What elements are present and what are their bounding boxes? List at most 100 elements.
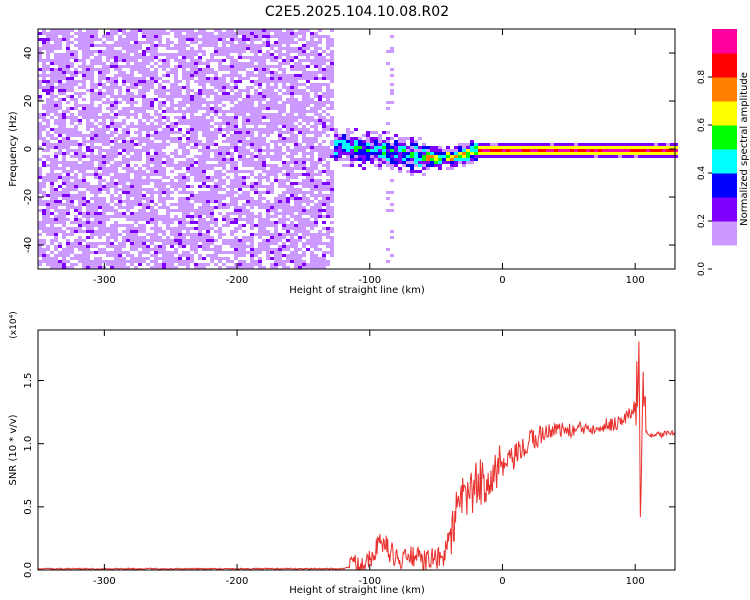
spectrogram-cell <box>38 59 42 62</box>
spectrogram-cell <box>58 146 62 149</box>
spectrogram-cell <box>462 158 466 161</box>
spectrogram-cell <box>186 95 190 98</box>
spectrogram-cell <box>310 128 314 131</box>
spectrogram-cell <box>238 38 242 41</box>
spectrogram-cell <box>146 167 150 170</box>
spectrogram-cell <box>58 197 62 200</box>
spectrogram-cell <box>314 122 318 125</box>
spectrogram-cell <box>246 194 250 197</box>
spectrogram-cell <box>138 56 142 59</box>
spectrogram-cell <box>142 179 146 182</box>
spectrogram-cell <box>226 191 230 194</box>
spectrogram-cell <box>170 101 174 104</box>
spectrogram-cell <box>134 101 138 104</box>
spectrogram-cell <box>158 200 162 203</box>
spectrogram-cell <box>138 110 142 113</box>
spectrogram-cell <box>90 59 94 62</box>
spectrogram-cell <box>54 155 58 158</box>
spectrogram-cell <box>230 116 234 119</box>
spectrogram-cell <box>266 107 270 110</box>
spectrogram-cell <box>390 179 394 182</box>
spectrogram-cell <box>318 185 322 188</box>
spectrogram-cell <box>310 98 314 101</box>
spectrogram-cell <box>254 140 258 143</box>
spectrogram-cell <box>126 71 130 74</box>
spectrogram-cell <box>46 62 50 65</box>
spectrogram-cell <box>190 152 194 155</box>
spectrogram-cell <box>326 155 330 158</box>
spectrogram-cell <box>238 176 242 179</box>
spectrogram-cell <box>238 125 242 128</box>
spectrogram-cell <box>86 185 90 188</box>
spectrogram-cell <box>322 140 326 143</box>
spectrogram-cell <box>262 167 266 170</box>
spectrogram-cell <box>642 149 646 152</box>
spectrogram-cell <box>422 161 426 164</box>
spectrogram-cell <box>298 59 302 62</box>
spectrogram-cell <box>250 131 254 134</box>
spectrogram-cell <box>266 134 270 137</box>
spectrogram-cell <box>206 47 210 50</box>
spectrogram-cell <box>150 47 154 50</box>
spectrogram-cell <box>118 29 122 32</box>
spectrogram-cell <box>106 158 110 161</box>
spectrogram-cell <box>106 80 110 83</box>
spectrogram-cell <box>198 53 202 56</box>
spectrogram-cell <box>38 65 42 68</box>
spectrogram-cell <box>610 149 614 152</box>
spectrogram-cell <box>46 71 50 74</box>
spectrogram-cell <box>82 47 86 50</box>
spectrogram-cell <box>534 152 538 155</box>
spectrogram-cell <box>262 98 266 101</box>
spectrogram-cell <box>350 137 354 140</box>
spectrogram-cell <box>198 131 202 134</box>
spectrogram-cell <box>238 86 242 89</box>
spectrogram-cell <box>294 62 298 65</box>
spectrogram-cell <box>82 119 86 122</box>
spectrogram-cell <box>290 119 294 122</box>
spectrogram-cell <box>178 152 182 155</box>
spectrogram-cell <box>262 38 266 41</box>
spectrogram-cell <box>86 164 90 167</box>
spectrogram-cell <box>310 35 314 38</box>
spectrogram-cell <box>38 83 42 86</box>
spectrogram-cell <box>130 131 134 134</box>
spectrogram-cell <box>202 38 206 41</box>
spectrogram-cell <box>82 95 86 98</box>
spectrogram-cell <box>126 38 130 41</box>
spectrogram-cell <box>346 164 350 167</box>
spectrogram-cell <box>306 134 310 137</box>
spectrogram-cell <box>118 170 122 173</box>
spectrogram-cell <box>58 107 62 110</box>
spectrogram-cell <box>390 146 394 149</box>
spectrogram-cell <box>270 167 274 170</box>
spectrogram-cell <box>250 104 254 107</box>
spectrogram-cell <box>202 176 206 179</box>
spectrogram-cell <box>38 113 42 116</box>
spectrogram-cell <box>266 131 270 134</box>
spectrogram-cell <box>258 167 262 170</box>
spectrogram-cell <box>290 134 294 137</box>
spectrogram-cell <box>382 161 386 164</box>
spectrogram-cell <box>142 152 146 155</box>
spectrogram-cell <box>314 167 318 170</box>
spectrogram-cell <box>146 65 150 68</box>
spectrogram-cell <box>254 80 258 83</box>
spectrogram-cell <box>102 119 106 122</box>
spectrogram-cell <box>286 50 290 53</box>
spectrogram-cell <box>430 161 434 164</box>
spectrogram-cell <box>570 152 574 155</box>
spectrogram-cell <box>74 29 78 32</box>
spectrogram-cell <box>130 101 134 104</box>
spectrogram-cell <box>470 146 474 149</box>
spectrogram-cell <box>190 122 194 125</box>
spectrogram-cell <box>162 197 166 200</box>
spectrogram-cell <box>606 155 610 158</box>
spectrogram-cell <box>94 59 98 62</box>
spectrogram-cell <box>158 125 162 128</box>
spectrogram-cell <box>106 50 110 53</box>
spectrogram-cell <box>510 152 514 155</box>
spectrogram-cell <box>118 194 122 197</box>
spectrogram-cell <box>62 185 66 188</box>
spectrogram-cell <box>318 197 322 200</box>
